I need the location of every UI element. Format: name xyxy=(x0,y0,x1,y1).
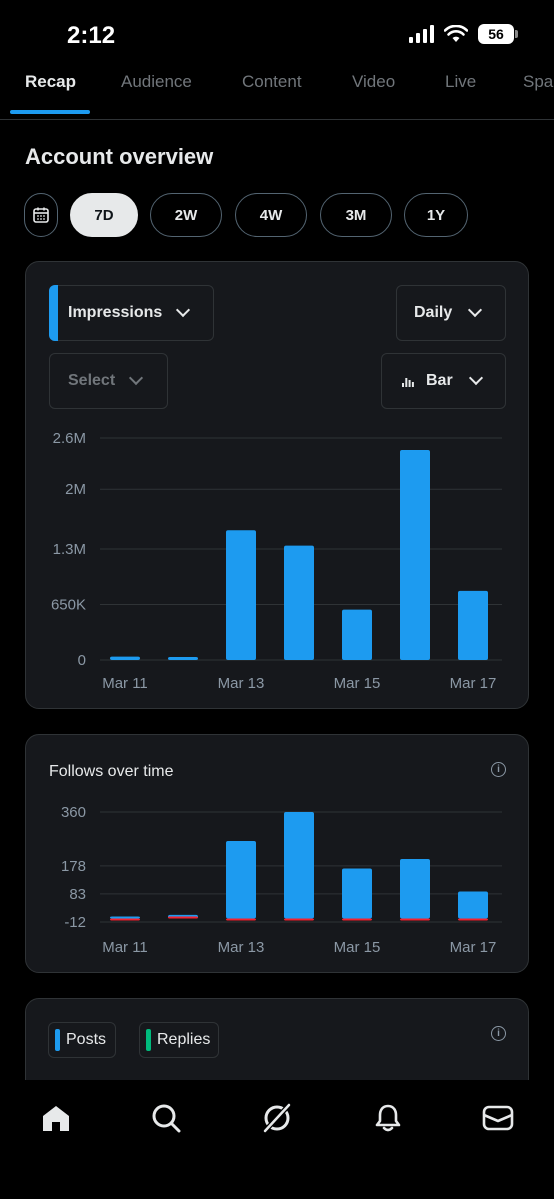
follows-card-title: Follows over time xyxy=(49,763,174,780)
impressions-card: Impressions Daily Select Bar xyxy=(25,261,529,709)
bar xyxy=(458,891,488,919)
x-tick-label: Mar 17 xyxy=(450,939,497,956)
status-time: 2:12 xyxy=(67,22,116,49)
y-tick-label: -12 xyxy=(64,914,86,931)
bar xyxy=(284,918,314,921)
bar xyxy=(284,812,314,919)
bar xyxy=(458,918,488,921)
metric-dropdown-label: Impressions xyxy=(68,304,163,321)
search-icon xyxy=(152,1104,181,1133)
x-tick-label: Mar 17 xyxy=(450,675,497,692)
active-tab-indicator xyxy=(10,110,90,114)
metric-dropdown[interactable]: Impressions xyxy=(49,285,214,341)
wifi-icon xyxy=(444,25,468,42)
grok-icon xyxy=(262,1102,292,1134)
tab-content[interactable]: Content xyxy=(242,72,302,91)
y-tick-label: 83 xyxy=(69,886,86,903)
chart-type-dropdown[interactable]: Bar xyxy=(381,353,506,409)
bar-chart-icon xyxy=(402,378,414,387)
x-tick-label: Mar 13 xyxy=(218,939,265,956)
tab-live[interactable]: Live xyxy=(445,72,477,91)
bar xyxy=(400,859,430,919)
y-tick-label: 650K xyxy=(51,597,86,614)
compare-dropdown-label: Select xyxy=(68,372,116,389)
battery-icon: 56 xyxy=(478,24,518,44)
signal-icon xyxy=(409,25,434,43)
chart-type-dropdown-label: Bar xyxy=(426,372,453,389)
tab-video[interactable]: Video xyxy=(352,72,396,91)
nav-search[interactable] xyxy=(146,1098,186,1138)
bottom-nav xyxy=(0,1080,554,1199)
bar xyxy=(342,868,372,919)
page-title: Account overview xyxy=(25,144,214,169)
bell-icon xyxy=(375,1104,401,1132)
interval-dropdown-label: Daily xyxy=(414,304,453,321)
x-tick-label: Mar 11 xyxy=(102,939,148,956)
y-tick-label: 2M xyxy=(65,481,86,498)
bar xyxy=(168,657,198,660)
posts-swatch xyxy=(55,1029,60,1051)
legend-replies[interactable]: Replies xyxy=(139,1022,219,1058)
bar xyxy=(458,590,488,660)
bar xyxy=(226,840,256,919)
interval-dropdown[interactable]: Daily xyxy=(396,285,506,341)
range-2w-button[interactable]: 2W xyxy=(150,193,222,237)
nav-home[interactable] xyxy=(36,1098,76,1138)
nav-messages[interactable] xyxy=(478,1098,518,1138)
info-icon[interactable]: i xyxy=(491,762,506,777)
status-icons: 56 xyxy=(409,24,518,44)
x-tick-label: Mar 15 xyxy=(334,939,381,956)
x-tick-label: Mar 11 xyxy=(102,675,148,692)
bar xyxy=(168,916,198,919)
range-7d-button[interactable]: 7D xyxy=(70,193,138,237)
legend-posts[interactable]: Posts xyxy=(48,1022,116,1058)
tab-recap[interactable]: Recap xyxy=(25,72,77,91)
legend-replies-label: Replies xyxy=(157,1031,211,1048)
date-picker-button[interactable] xyxy=(24,193,58,237)
y-tick-label: 0 xyxy=(78,652,86,669)
bar xyxy=(110,916,140,919)
tab-audience[interactable]: Audience xyxy=(121,72,192,91)
bar xyxy=(400,449,430,660)
bar xyxy=(110,918,140,921)
replies-swatch xyxy=(146,1029,151,1051)
tab-bar: Recap Audience Content Video Live Spa xyxy=(0,60,554,120)
bar xyxy=(226,918,256,921)
x-tick-label: Mar 13 xyxy=(218,675,265,692)
range-3m-button[interactable]: 3M xyxy=(320,193,392,237)
bar xyxy=(110,656,140,660)
y-tick-label: 1.3M xyxy=(53,541,86,558)
x-tick-label: Mar 15 xyxy=(334,675,381,692)
bar xyxy=(284,545,314,660)
bar xyxy=(342,918,372,921)
tab-spaces[interactable]: Spa xyxy=(523,72,554,91)
legend-posts-label: Posts xyxy=(66,1031,107,1048)
calendar-icon xyxy=(33,207,49,223)
y-tick-label: 360 xyxy=(61,804,86,821)
y-tick-label: 178 xyxy=(61,858,86,875)
range-4w-button[interactable]: 4W xyxy=(235,193,307,237)
nav-grok[interactable] xyxy=(257,1098,297,1138)
range-1y-button[interactable]: 1Y xyxy=(404,193,468,237)
compare-dropdown[interactable]: Select xyxy=(49,353,168,409)
metric-color-swatch xyxy=(49,285,58,341)
status-bar: 2:12 56 xyxy=(0,0,554,60)
bar xyxy=(226,530,256,660)
bar xyxy=(400,918,430,921)
nav-notifications[interactable] xyxy=(368,1098,408,1138)
y-tick-label: 2.6M xyxy=(53,430,86,447)
follows-card: Follows over time i xyxy=(25,734,529,973)
home-icon xyxy=(43,1106,69,1131)
info-icon[interactable]: i xyxy=(491,1026,506,1041)
mail-icon xyxy=(482,1105,514,1131)
bar xyxy=(342,609,372,660)
